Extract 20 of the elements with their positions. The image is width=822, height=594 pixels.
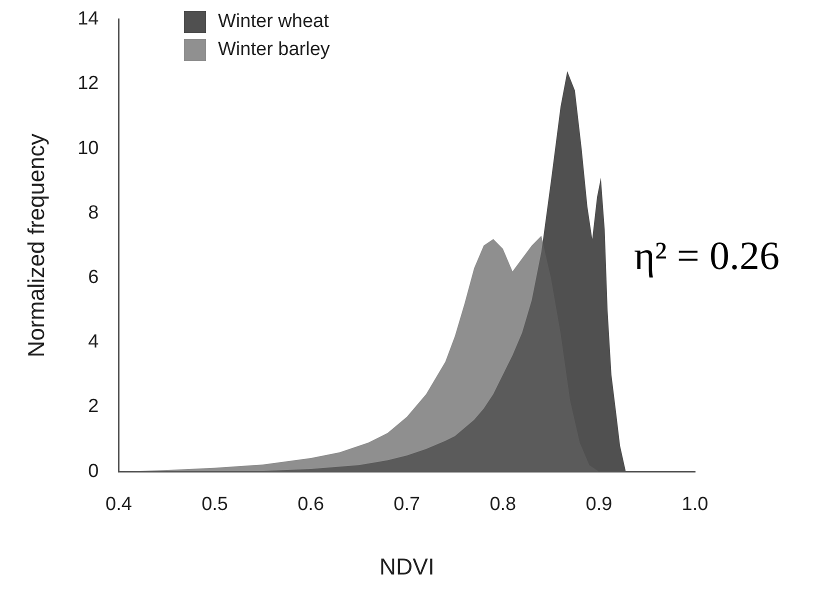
x-tick-label: 1.0: [682, 494, 708, 516]
legend-label: Winter barley: [218, 39, 330, 61]
y-tick-label: 14: [78, 8, 100, 30]
annotation: η² = 0.26: [634, 232, 780, 279]
y-tick-label: 6: [88, 267, 99, 288]
x-tick-label: 0.9: [586, 494, 612, 516]
x-tick-label: 0.5: [202, 494, 228, 516]
x-axis-title: NDVI: [379, 554, 434, 580]
x-tick-label: 0.6: [298, 494, 324, 516]
y-tick-label: 12: [78, 73, 99, 94]
x-tick-label: 0.4: [106, 494, 132, 516]
y-tick-label: 10: [78, 138, 99, 159]
y-tick-label: 0: [88, 460, 99, 482]
y-tick-label: 8: [88, 202, 99, 224]
legend-label: Winter wheat: [218, 11, 329, 33]
y-tick-label: 2: [88, 396, 99, 418]
x-tick-label: 0.8: [490, 494, 516, 516]
y-tick-label: 4: [88, 332, 100, 353]
x-tick-label: 0.7: [394, 494, 420, 516]
y-axis-title: Normalized frequency: [23, 133, 50, 358]
